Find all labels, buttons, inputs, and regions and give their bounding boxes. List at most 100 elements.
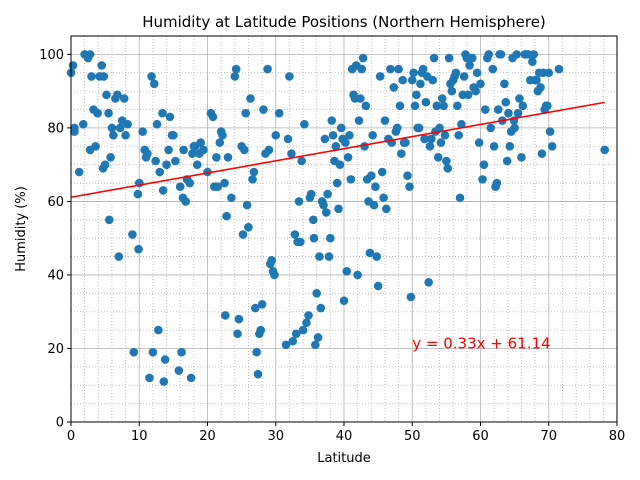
data-point: [212, 153, 221, 162]
data-point: [133, 189, 143, 199]
data-point: [505, 141, 515, 151]
data-point: [115, 123, 125, 133]
data-point: [437, 94, 447, 103]
data-point: [327, 116, 337, 125]
data-point: [353, 270, 362, 280]
data-point: [365, 248, 375, 258]
data-point: [478, 175, 487, 184]
data-point: [440, 130, 450, 140]
data-point: [104, 215, 114, 225]
data-point: [257, 300, 267, 309]
data-point: [537, 149, 547, 158]
data-point: [240, 145, 249, 155]
data-point: [244, 222, 253, 232]
data-point: [502, 156, 512, 166]
data-point: [93, 108, 102, 118]
data-point: [107, 123, 117, 133]
data-point: [395, 101, 405, 111]
data-point: [510, 123, 519, 133]
data-point: [160, 355, 170, 364]
data-point: [218, 130, 227, 140]
data-point: [121, 130, 130, 140]
data-point: [371, 182, 380, 192]
data-point: [377, 167, 387, 177]
data-point: [409, 68, 418, 78]
data-point: [471, 86, 481, 96]
data-point: [238, 230, 248, 239]
data-point: [425, 141, 435, 151]
data-point: [476, 79, 485, 89]
data-point: [241, 108, 251, 118]
y-tick-label: 60: [47, 195, 64, 210]
data-point: [410, 101, 420, 111]
data-point: [488, 64, 498, 74]
data-point: [220, 178, 229, 188]
data-point: [313, 333, 323, 342]
data-point: [97, 61, 107, 70]
data-point: [297, 156, 306, 166]
chart-title: Humidity at Latitude Positions (Northern…: [142, 13, 546, 31]
x-tick-label: 50: [404, 429, 421, 444]
data-point: [447, 86, 457, 96]
data-point: [468, 53, 477, 63]
data-point: [234, 314, 244, 324]
data-point: [529, 50, 539, 59]
data-point: [174, 366, 184, 375]
data-point: [436, 138, 446, 147]
data-point: [389, 83, 399, 92]
data-point: [416, 79, 425, 89]
data-point: [74, 167, 84, 177]
data-point: [188, 149, 197, 158]
data-point: [513, 108, 523, 118]
data-point: [320, 134, 330, 144]
data-point: [346, 175, 356, 184]
data-point: [345, 130, 354, 140]
data-point: [223, 153, 233, 162]
data-point: [252, 347, 261, 357]
y-tick-label: 0: [56, 416, 64, 431]
data-point: [242, 200, 252, 210]
x-tick-label: 20: [199, 429, 216, 444]
data-point: [428, 75, 438, 85]
data-point: [246, 94, 255, 103]
data-point: [281, 340, 291, 350]
data-point: [291, 329, 301, 339]
data-point: [270, 270, 279, 280]
data-point: [213, 182, 223, 192]
data-point: [162, 160, 171, 169]
data-point: [452, 101, 462, 111]
data-point: [149, 79, 159, 89]
data-point: [70, 127, 79, 136]
x-axis-ticks: 0 10 20 30 40 50 60 70 80: [67, 422, 625, 444]
data-point: [407, 75, 417, 85]
data-point: [336, 123, 346, 133]
data-point: [271, 130, 281, 140]
data-point: [356, 94, 365, 103]
data-point: [185, 178, 195, 188]
data-point: [85, 50, 95, 59]
data-point: [518, 101, 528, 111]
data-point: [444, 53, 454, 63]
data-point: [472, 68, 482, 78]
data-point: [432, 101, 442, 111]
data-point: [230, 72, 240, 81]
data-point: [253, 369, 263, 379]
data-point: [328, 130, 338, 140]
data-point: [306, 189, 316, 199]
data-point: [401, 138, 410, 147]
data-point: [175, 182, 185, 192]
data-point: [179, 145, 188, 155]
data-point: [459, 72, 469, 81]
y-axis-label: Humidity (%): [14, 186, 29, 272]
data-point: [155, 167, 165, 177]
data-point: [249, 167, 259, 177]
data-point: [134, 244, 143, 254]
data-point: [159, 377, 169, 386]
data-point: [492, 178, 502, 188]
data-point: [536, 83, 545, 92]
data-point: [99, 72, 109, 81]
x-tick-label: 40: [336, 429, 353, 444]
data-point: [78, 119, 88, 129]
data-point: [177, 347, 186, 357]
data-point: [367, 171, 376, 180]
